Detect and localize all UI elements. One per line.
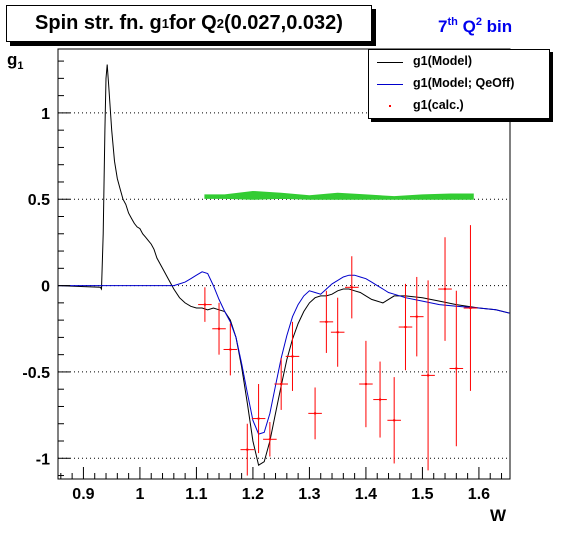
title-main: Spin str. fn. g bbox=[35, 12, 162, 35]
data-point bbox=[198, 287, 212, 322]
legend: g1(Model) g1(Model; QeOff) g1(calc.) bbox=[368, 49, 550, 119]
x-tick-label: 0.9 bbox=[72, 486, 94, 503]
curves bbox=[58, 65, 510, 466]
point-marker bbox=[404, 326, 406, 328]
point-marker bbox=[393, 419, 395, 421]
x-tick-label: 1.4 bbox=[355, 486, 377, 503]
bin-label-mid: Q bbox=[458, 17, 476, 36]
bin-label-post: bin bbox=[482, 17, 512, 36]
title-range: (0.027,0.032) bbox=[224, 12, 343, 35]
data-point bbox=[263, 422, 277, 457]
legend-entry-qeoff: g1(Model; QeOff) bbox=[369, 74, 549, 94]
y-axis-label-main: g bbox=[7, 50, 17, 69]
bin-label: 7th Q2 bin bbox=[438, 16, 512, 37]
y-tick-label: 0.5 bbox=[28, 192, 50, 209]
y-tick-label: 0 bbox=[41, 279, 50, 296]
data-point bbox=[387, 377, 401, 463]
qeoff-curve bbox=[58, 272, 510, 434]
x-axis-label: W bbox=[490, 506, 506, 526]
data-point bbox=[345, 256, 359, 318]
x-tick-label: 1.2 bbox=[242, 486, 264, 503]
x-tick-label: 1.5 bbox=[411, 486, 433, 503]
data-point bbox=[373, 362, 387, 438]
data-point bbox=[438, 237, 452, 341]
point-marker bbox=[269, 438, 271, 440]
data-point bbox=[464, 225, 478, 391]
point-marker bbox=[444, 288, 446, 290]
point-marker bbox=[258, 418, 260, 420]
data-points bbox=[198, 225, 477, 475]
point-marker bbox=[229, 348, 231, 350]
data-point bbox=[331, 298, 345, 367]
point-marker bbox=[291, 355, 293, 357]
legend-label-calc: g1(calc.) bbox=[413, 98, 464, 112]
data-point bbox=[240, 424, 254, 476]
legend-marker-calc bbox=[389, 105, 391, 107]
point-marker bbox=[246, 449, 248, 451]
point-marker bbox=[314, 412, 316, 414]
point-marker bbox=[365, 383, 367, 385]
point-marker bbox=[469, 307, 471, 309]
point-marker bbox=[280, 383, 282, 385]
legend-line-model bbox=[377, 62, 403, 63]
point-marker bbox=[204, 304, 206, 306]
data-point bbox=[252, 384, 266, 453]
data-point bbox=[450, 291, 464, 446]
x-tick-label: 1.6 bbox=[468, 486, 490, 503]
y-tick-label: 1 bbox=[41, 106, 50, 123]
data-point bbox=[224, 324, 238, 376]
legend-label-model: g1(Model) bbox=[413, 54, 472, 68]
data-point bbox=[359, 341, 373, 427]
y-axis-label-sub: 1 bbox=[17, 60, 23, 72]
axes: 0.9 1 1.1 1.2 1.3 1.4 1.5 1.6 -1 -0.5 0 0.5 1 bbox=[22, 61, 501, 503]
point-marker bbox=[379, 399, 381, 401]
title-sub: 1 bbox=[162, 16, 169, 31]
data-point bbox=[308, 387, 322, 439]
y-tick-label: -0.5 bbox=[22, 365, 50, 382]
x-tick-label: 1.3 bbox=[298, 486, 320, 503]
legend-entry-model: g1(Model) bbox=[369, 52, 549, 72]
title-mid: for Q bbox=[169, 12, 217, 35]
title-sup: 2 bbox=[217, 16, 224, 31]
point-marker bbox=[337, 331, 339, 333]
x-tick-label: 1 bbox=[135, 486, 144, 503]
point-marker bbox=[351, 286, 353, 288]
point-marker bbox=[455, 367, 457, 369]
model-curve bbox=[58, 65, 510, 466]
data-point bbox=[410, 277, 424, 356]
point-marker bbox=[325, 321, 327, 323]
systematic-band bbox=[205, 191, 473, 199]
legend-line-qeoff bbox=[377, 84, 403, 85]
point-marker bbox=[427, 374, 429, 376]
y-tick-label: -1 bbox=[36, 451, 50, 468]
point-marker bbox=[416, 316, 418, 318]
legend-label-qeoff: g1(Model; QeOff) bbox=[413, 76, 514, 90]
legend-entry-calc: g1(calc.) bbox=[369, 96, 549, 116]
bin-label-sup1: th bbox=[447, 16, 457, 28]
y-axis-label: g1 bbox=[7, 50, 24, 72]
systematic-band-area bbox=[205, 191, 473, 199]
data-point bbox=[320, 291, 334, 353]
x-tick-label: 1.1 bbox=[185, 486, 207, 503]
data-point bbox=[421, 280, 435, 470]
point-marker bbox=[218, 328, 220, 330]
